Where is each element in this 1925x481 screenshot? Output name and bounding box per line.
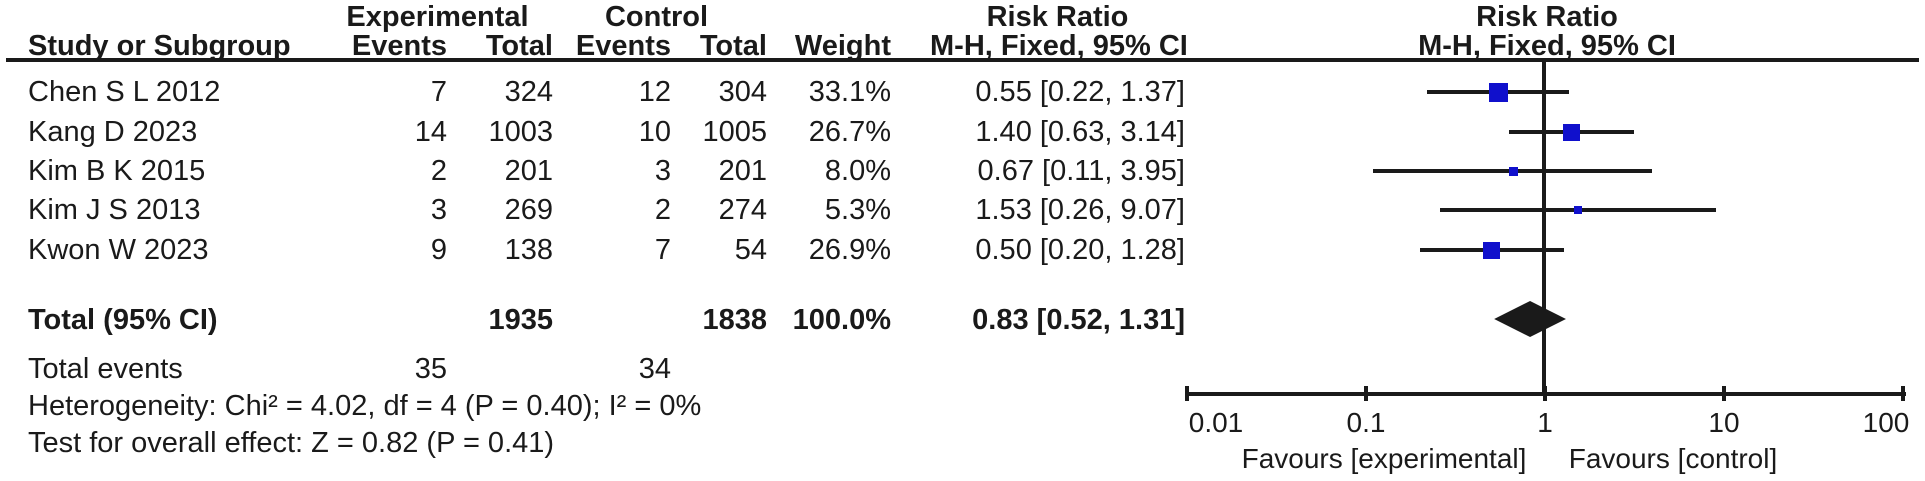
total-events-ctl: 34 — [638, 353, 671, 385]
total-exp-value: 201 — [504, 155, 553, 187]
total-ctl-sum: 1838 — [702, 304, 767, 336]
events-exp-value: 3 — [430, 194, 447, 226]
no-effect-line — [1542, 62, 1546, 396]
events-exp-value: 9 — [430, 234, 447, 266]
table-row: Kwon W 2023 9 138 7 54 26.9% 0.50 [0.20,… — [0, 235, 1925, 265]
events-ctl-value: 2 — [654, 194, 671, 226]
axis-tick — [1185, 386, 1189, 401]
study-label: Kang D 2023 — [28, 116, 198, 148]
heterogeneity-row: Heterogeneity: Chi² = 4.02, df = 4 (P = … — [0, 391, 1925, 421]
total-risk-ratio-ci: 0.83 [0.52, 1.31] — [972, 304, 1185, 336]
events-ctl-value: 10 — [638, 116, 671, 148]
header-rule — [6, 58, 1919, 62]
table-row: Kang D 2023 14 1003 10 1005 26.7% 1.40 [… — [0, 117, 1925, 147]
axis-tick — [1543, 386, 1547, 401]
column-header-method-right: M-H, Fixed, 95% CI — [1418, 30, 1676, 62]
axis-tick-label: 1 — [1537, 407, 1553, 438]
header-control: Control — [604, 1, 709, 33]
events-exp-value: 7 — [430, 76, 447, 108]
events-exp-value: 14 — [414, 116, 447, 148]
weight-value: 26.9% — [808, 234, 891, 266]
events-ctl-value: 7 — [654, 234, 671, 266]
favours-right-label: Favours [control] — [1568, 443, 1778, 474]
axis-tick — [1901, 386, 1905, 401]
header-risk-ratio-left: Risk Ratio — [986, 1, 1129, 33]
study-point-marker — [1562, 123, 1580, 141]
weight-value: 5.3% — [824, 194, 891, 226]
overall-effect-text: Test for overall effect: Z = 0.82 (P = 0… — [28, 427, 555, 459]
total-exp-value: 1003 — [488, 116, 553, 148]
axis-tick-label: 100 — [1862, 407, 1910, 438]
study-point-marker — [1509, 166, 1519, 176]
table-row: Kim B K 2015 2 201 3 201 8.0% 0.67 [0.11… — [0, 156, 1925, 186]
events-exp-value: 2 — [430, 155, 447, 187]
column-header-events-exp: Events — [351, 30, 447, 62]
heterogeneity-text: Heterogeneity: Chi² = 4.02, df = 4 (P = … — [28, 390, 702, 422]
header-experimental: Experimental — [346, 1, 529, 33]
total-exp-value: 324 — [504, 76, 553, 108]
total-events-exp: 35 — [414, 353, 447, 385]
overall-effect-row: Test for overall effect: Z = 0.82 (P = 0… — [0, 428, 1925, 458]
column-header-study: Study or Subgroup — [28, 30, 291, 62]
events-ctl-value: 12 — [638, 76, 671, 108]
total-label: Total (95% CI) — [28, 304, 218, 336]
total-exp-value: 269 — [504, 194, 553, 226]
risk-ratio-ci-value: 0.55 [0.22, 1.37] — [975, 76, 1185, 108]
risk-ratio-ci-value: 0.67 [0.11, 3.95] — [977, 155, 1185, 187]
column-header-events-ctl: Events — [575, 30, 671, 62]
total-exp-value: 138 — [504, 234, 553, 266]
risk-ratio-ci-value: 1.53 [0.26, 9.07] — [975, 194, 1185, 226]
risk-ratio-ci-value: 0.50 [0.20, 1.28] — [975, 234, 1185, 266]
total-ctl-value: 1005 — [702, 116, 767, 148]
total-weight: 100.0% — [792, 304, 891, 336]
study-label: Chen S L 2012 — [28, 76, 221, 108]
column-header-total-exp: Total — [485, 30, 553, 62]
total-ctl-value: 304 — [718, 76, 767, 108]
axis-tick-label: 0.1 — [1346, 407, 1386, 438]
weight-value: 26.7% — [808, 116, 891, 148]
total-exp-sum: 1935 — [488, 304, 553, 336]
events-ctl-value: 3 — [654, 155, 671, 187]
column-header-total-ctl: Total — [699, 30, 767, 62]
column-header-weight: Weight — [794, 30, 891, 62]
axis-tick-label: 0.01 — [1188, 407, 1244, 438]
study-point-marker — [1574, 206, 1583, 214]
study-label: Kim B K 2015 — [28, 155, 206, 187]
total-events-row: Total events 35 34 — [0, 354, 1925, 384]
table-row: Kim J S 2013 3 269 2 274 5.3% 1.53 [0.26… — [0, 195, 1925, 225]
header-risk-ratio-right: Risk Ratio — [1476, 1, 1618, 33]
weight-value: 33.1% — [808, 76, 891, 108]
study-point-marker — [1489, 82, 1509, 102]
column-header-method-left: M-H, Fixed, 95% CI — [930, 30, 1188, 62]
axis-tick — [1364, 386, 1368, 401]
study-label: Kim J S 2013 — [28, 194, 201, 226]
study-label: Kwon W 2023 — [28, 234, 209, 266]
weight-value: 8.0% — [824, 155, 891, 187]
axis-tick-label: 10 — [1708, 407, 1740, 438]
table-row: Chen S L 2012 7 324 12 304 33.1% 0.55 [0… — [0, 77, 1925, 107]
favours-left-label: Favours [experimental] — [1241, 443, 1527, 474]
total-ctl-value: 201 — [718, 155, 767, 187]
risk-ratio-ci-value: 1.40 [0.63, 3.14] — [975, 116, 1185, 148]
total-ctl-value: 54 — [734, 234, 767, 266]
total-events-label: Total events — [28, 353, 183, 385]
total-row: Total (95% CI) 1935 1838 100.0% 0.83 [0.… — [0, 305, 1925, 335]
total-ctl-value: 274 — [718, 194, 767, 226]
study-point-marker — [1482, 241, 1500, 259]
axis-tick — [1722, 386, 1726, 401]
